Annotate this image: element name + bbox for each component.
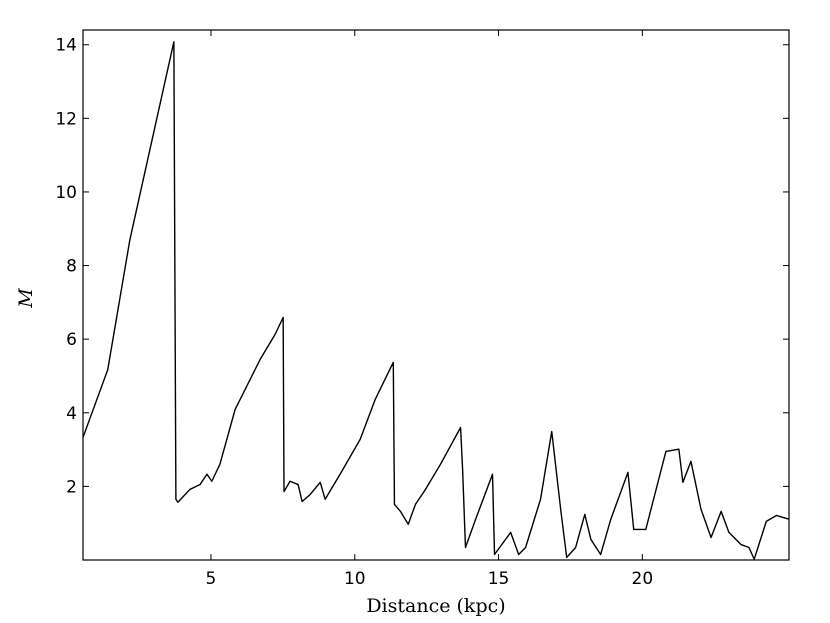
y-tick-label: 6: [66, 330, 77, 350]
y-tick-label: 14: [55, 36, 77, 56]
x-tick-label: 20: [632, 569, 654, 589]
x-axis-label: Distance (kpc): [366, 595, 505, 617]
data-line: [82, 41, 790, 560]
x-tick-label: 15: [488, 569, 510, 589]
y-tick-label: 4: [66, 404, 77, 424]
y-tick-label: 8: [66, 257, 77, 277]
y-axis-label: M: [15, 288, 37, 309]
plot-frame: [82, 29, 790, 561]
x-tick-label: 10: [344, 569, 366, 589]
y-tick-label: 2: [66, 477, 77, 497]
x-tick-label: 5: [206, 569, 217, 589]
y-tick-label: 12: [55, 109, 77, 129]
y-tick-label: 10: [55, 183, 77, 203]
